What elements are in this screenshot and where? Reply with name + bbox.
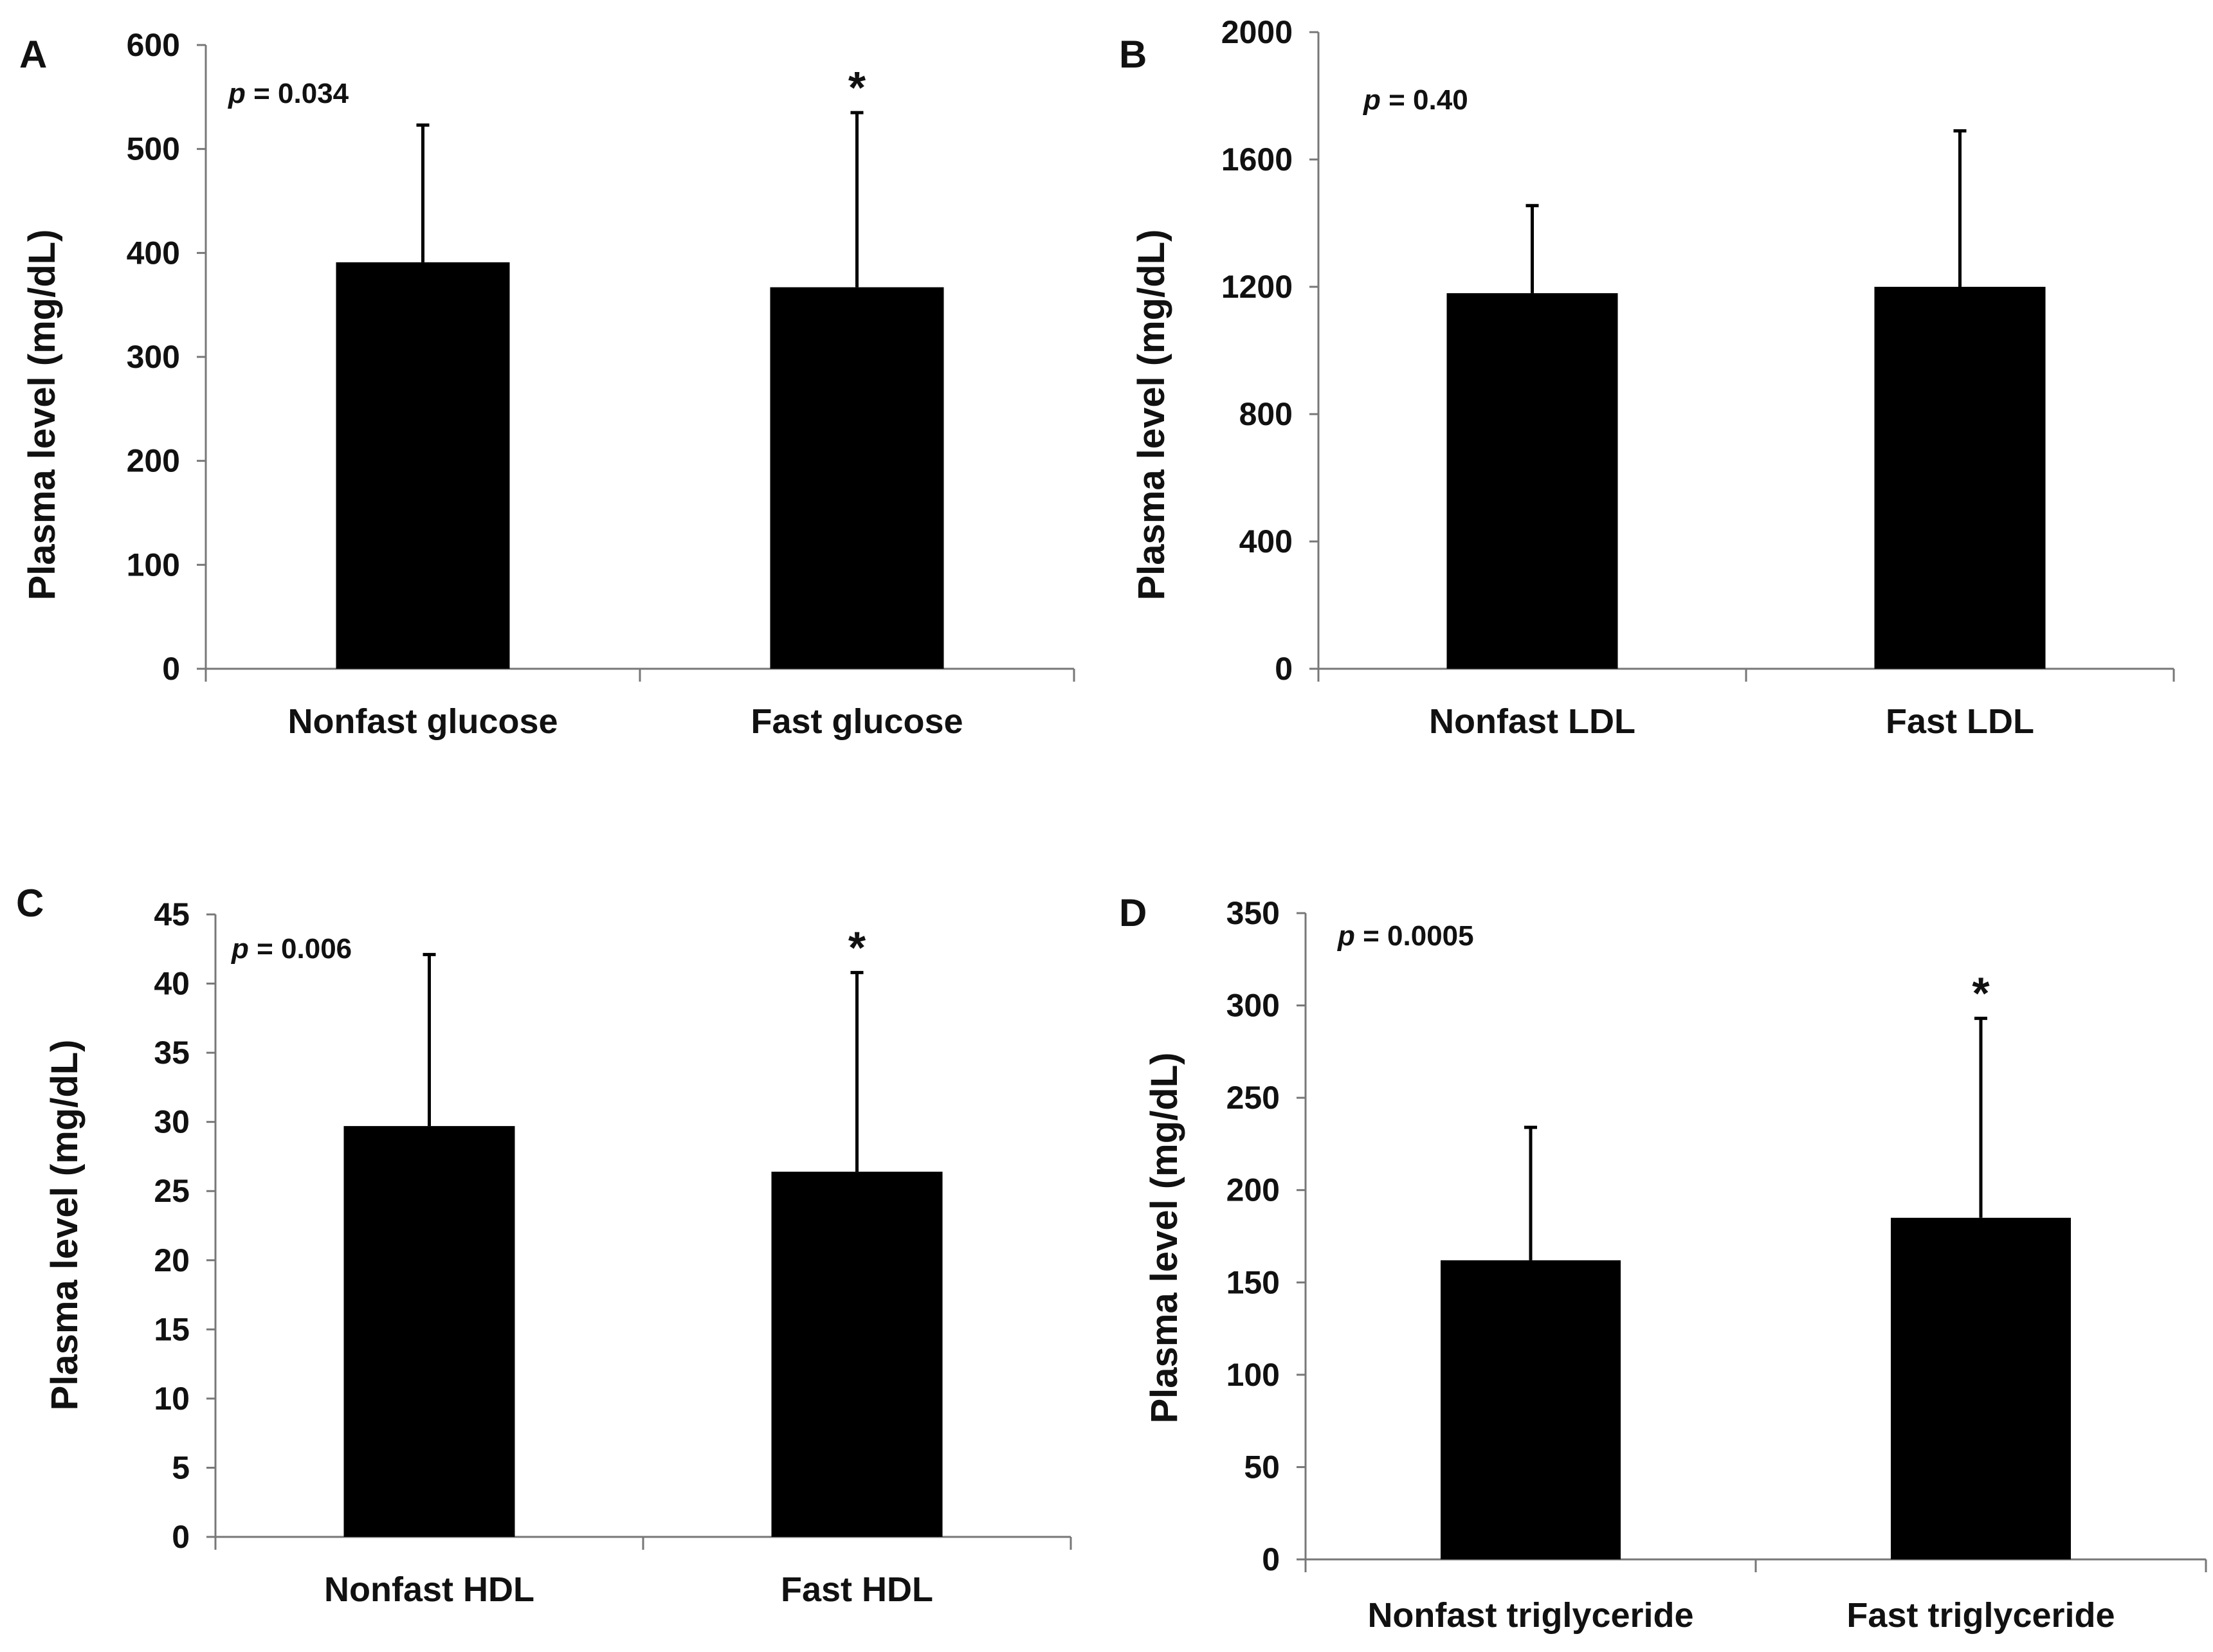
- category-label: Fast glucose: [751, 702, 963, 741]
- bar-fast: [1891, 1217, 2071, 1559]
- y-tick-label: 45: [154, 896, 190, 932]
- y-axis-title: Plasma level (mg/dL): [44, 1040, 86, 1411]
- p-value-text: = 0.40: [1381, 84, 1468, 116]
- p-value-annotation: p = 0.0005: [1337, 920, 1474, 952]
- y-tick-label: 5: [172, 1449, 190, 1485]
- y-tick-label: 0: [172, 1519, 190, 1555]
- y-tick-label: 250: [1226, 1080, 1280, 1116]
- significance-marker: *: [848, 922, 866, 972]
- y-tick-label: 100: [1226, 1357, 1280, 1393]
- chart-panel-d: D Plasma level (mg/dL) 0 50 100 150 200 250 300 3…: [1119, 891, 2207, 1635]
- y-tick-label: 40: [154, 966, 190, 1002]
- y-tick-label: 2000: [1221, 14, 1293, 50]
- y-tick-label: 25: [154, 1173, 190, 1209]
- category-label: Nonfast LDL: [1429, 702, 1635, 741]
- y-tick-label: 35: [154, 1035, 190, 1071]
- y-tick-label: 200: [1226, 1172, 1280, 1208]
- p-symbol: p: [1363, 84, 1381, 116]
- chart-panel-a: A Plasma level (mg/dL) 0 100 200 300 400 500 600…: [19, 27, 1075, 741]
- bar-fast: [771, 1172, 943, 1537]
- p-value-text: = 0.0005: [1355, 920, 1474, 952]
- p-value-annotation: p = 0.40: [1363, 84, 1468, 116]
- y-tick-label: 100: [127, 547, 180, 583]
- bar-nonfast: [343, 1126, 515, 1537]
- y-tick-label: 500: [127, 131, 180, 167]
- p-value-text: = 0.034: [246, 78, 349, 109]
- y-tick-label: 20: [154, 1242, 190, 1278]
- y-axis-title: Plasma level (mg/dL): [1131, 230, 1172, 601]
- p-value-annotation: p = 0.006: [231, 933, 352, 965]
- y-tick-label: 600: [127, 27, 180, 63]
- y-tick-label: 300: [1226, 988, 1280, 1024]
- chart-panel-b: B Plasma level (mg/dL) 0 400 800 1200 1600 2000…: [1119, 14, 2175, 741]
- p-symbol: p: [231, 933, 249, 965]
- y-tick-label: 0: [1262, 1541, 1280, 1577]
- panel-letter: A: [19, 33, 47, 76]
- y-tick-label: 10: [154, 1381, 190, 1417]
- y-tick-label: 800: [1239, 396, 1293, 432]
- y-tick-label: 0: [162, 651, 180, 687]
- panel-letter: D: [1119, 891, 1147, 934]
- panel-letter: C: [16, 882, 44, 925]
- category-label: Nonfast glucose: [287, 702, 558, 741]
- y-tick-label: 50: [1244, 1449, 1280, 1485]
- category-label: Nonfast HDL: [324, 1570, 534, 1609]
- p-value-text: = 0.006: [249, 933, 352, 965]
- y-tick-label: 1200: [1221, 269, 1293, 305]
- significance-marker: *: [848, 62, 866, 113]
- p-symbol: p: [228, 78, 246, 109]
- y-tick-label: 400: [1239, 523, 1293, 559]
- significance-marker: *: [1972, 968, 1990, 1019]
- category-label: Fast triglyceride: [1846, 1596, 2115, 1635]
- y-axis-title: Plasma level (mg/dL): [1143, 1053, 1185, 1424]
- bar-nonfast: [1446, 293, 1618, 669]
- y-tick-label: 15: [154, 1311, 190, 1347]
- y-tick-label: 30: [154, 1104, 190, 1140]
- category-label: Fast HDL: [781, 1570, 933, 1609]
- y-tick-label: 200: [127, 443, 180, 479]
- bar-nonfast: [336, 262, 510, 669]
- category-label: Nonfast triglyceride: [1367, 1596, 1693, 1635]
- y-tick-label: 300: [127, 339, 180, 375]
- y-tick-label: 1600: [1221, 141, 1293, 177]
- p-value-annotation: p = 0.034: [228, 78, 349, 109]
- p-symbol: p: [1337, 920, 1355, 952]
- y-axis-title: Plasma level (mg/dL): [21, 230, 63, 601]
- y-tick-label: 0: [1275, 651, 1293, 687]
- y-tick-label: 150: [1226, 1264, 1280, 1300]
- category-label: Fast LDL: [1886, 702, 2034, 741]
- bar-fast: [770, 287, 944, 669]
- panel-letter: B: [1119, 33, 1147, 76]
- bar-nonfast: [1441, 1260, 1621, 1559]
- chart-panel-c: C Plasma level (mg/dL) 0 5 10 15 20 25 30 35 40 45 N…: [16, 882, 1072, 1609]
- bar-fast: [1874, 287, 2046, 669]
- y-tick-label: 400: [127, 235, 180, 271]
- y-tick-label: 350: [1226, 895, 1280, 931]
